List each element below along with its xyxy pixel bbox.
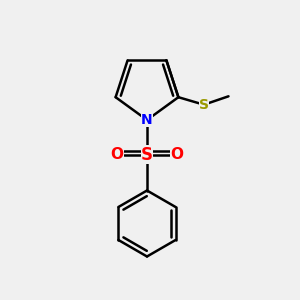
Text: O: O <box>110 147 124 162</box>
Text: S: S <box>141 146 153 164</box>
Text: O: O <box>170 147 184 162</box>
Text: S: S <box>199 98 209 112</box>
Text: N: N <box>141 113 153 127</box>
